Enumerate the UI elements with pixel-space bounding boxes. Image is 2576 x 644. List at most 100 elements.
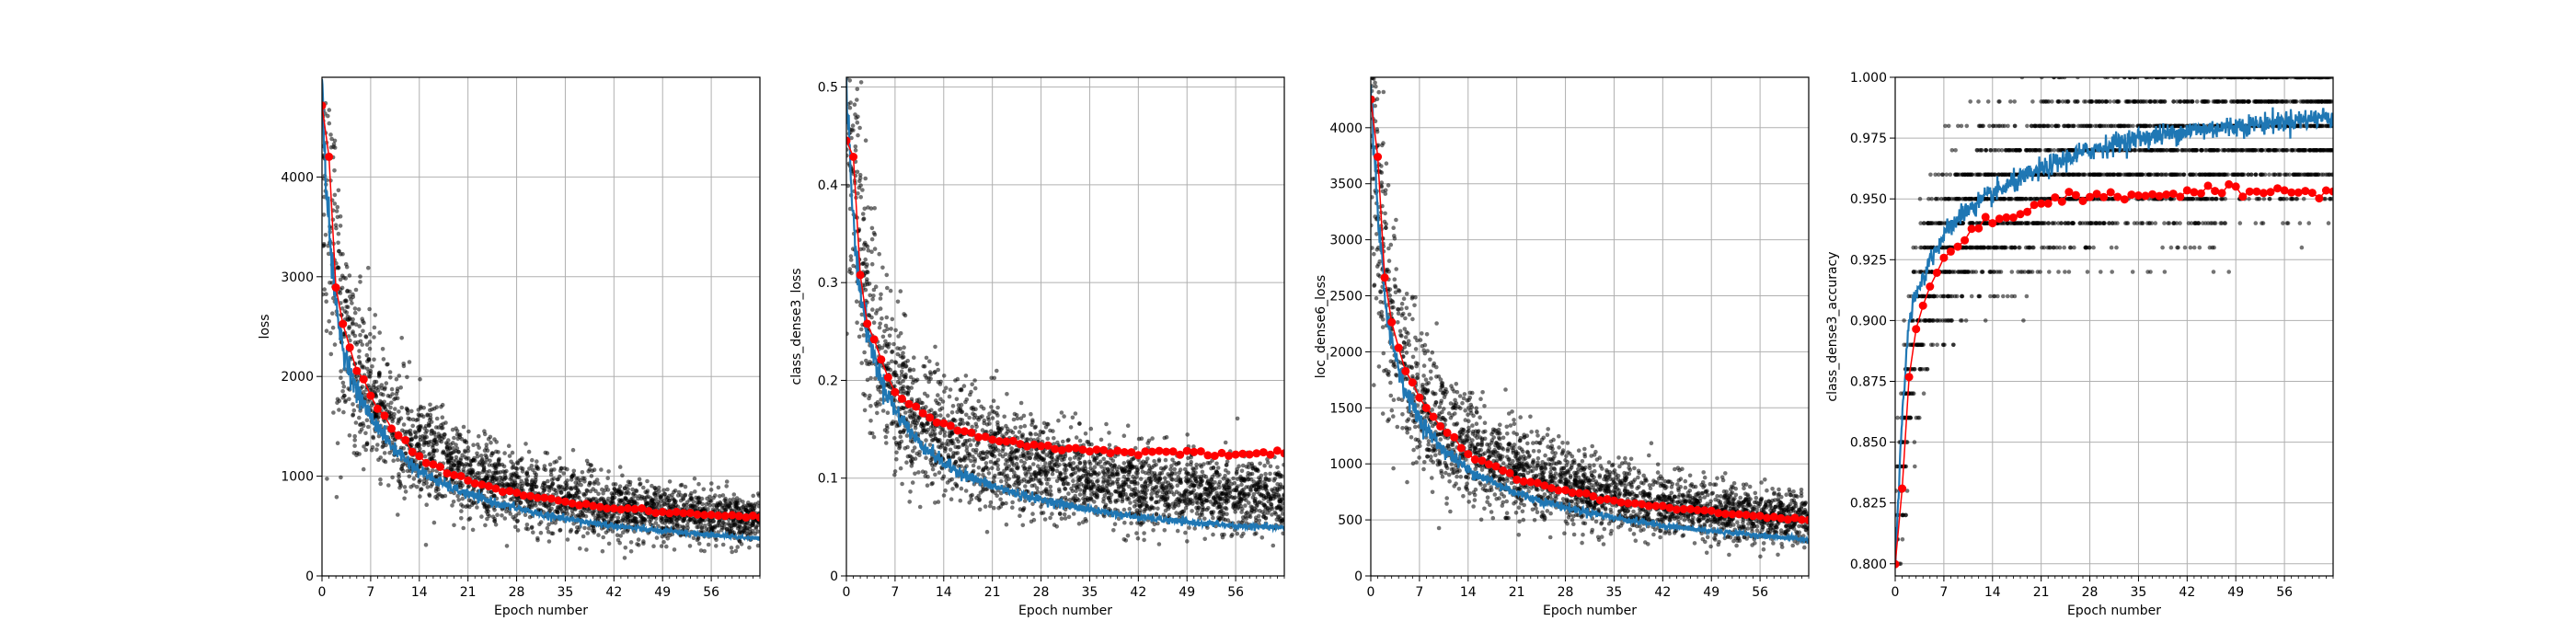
validation-point [331,283,340,292]
batch-point [547,501,553,507]
batch-point [1106,489,1110,494]
batch-point [421,481,427,487]
batch-point [1224,463,1229,467]
batch-point [347,273,352,278]
batch-point [601,499,606,503]
batch-point [950,404,956,408]
x-tick-label: 42 [605,585,622,600]
batch-point [660,534,665,539]
batch-point [601,535,605,540]
batch-point [702,518,707,523]
batch-point [503,476,508,480]
batch-point [603,488,608,493]
batch-point [1041,465,1046,469]
batch-point [324,299,329,305]
batch-point [535,465,540,470]
y-tick-label: 0 [305,569,314,584]
batch-point [1004,522,1009,527]
batch-point [1023,484,1028,489]
batch-point [1016,476,1020,480]
batch-point [895,351,901,357]
batch-point [459,516,464,521]
batch-point [382,399,387,405]
validation-point [616,505,626,514]
batch-point [977,498,982,502]
batch-point [927,443,933,447]
batch-point [465,472,469,477]
batch-point [431,444,435,450]
batch-point [1221,477,1226,481]
batch-point [468,459,474,464]
batch-point [1142,531,1146,535]
validation-point [560,497,569,506]
batch-point [910,380,915,385]
batch-point [1187,525,1191,530]
batch-point [593,489,598,493]
batch-point [322,213,327,217]
batch-point [343,262,349,267]
batch-point [696,496,701,501]
batch-point [417,479,422,485]
batch-point [546,522,551,527]
batch-point [1083,516,1087,522]
batch-point [330,311,335,316]
batch-point [364,352,370,358]
y-tick-label: 2000 [281,370,314,385]
batch-point [1058,472,1064,477]
batch-point [696,500,702,505]
batch-point [419,424,423,429]
batch-point [352,333,358,339]
batch-point [1217,516,1223,521]
batch-point [1014,448,1019,454]
batch-point [387,370,393,374]
batch-point [366,357,372,362]
validation-point [728,511,737,520]
batch-point [898,289,903,293]
batch-point [1268,464,1273,469]
batch-point [631,491,637,496]
batch-point [1194,462,1199,467]
batch-point [1127,506,1133,512]
batch-point [924,438,928,443]
batch-point [418,376,422,382]
batch-point [870,297,875,302]
batch-point [1225,491,1231,496]
batch-point [1082,500,1087,505]
batch-point [397,374,402,378]
batch-point [954,397,960,402]
validation-point [540,493,549,502]
batch-point [352,438,358,443]
batch-point [354,453,359,458]
batch-point [1108,500,1113,504]
validation-point [387,424,397,433]
batch-point [887,341,891,347]
batch-point [434,442,440,447]
batch-point [942,389,947,394]
batch-point [862,206,868,212]
batch-point [1071,461,1076,466]
batch-point [380,347,385,351]
batch-point [1183,530,1188,535]
batch-point [1077,438,1083,443]
batch-point [855,121,860,125]
batch-point [346,334,351,339]
batch-point [1247,500,1251,505]
batch-point [356,307,362,312]
batch-point [461,525,466,531]
batch-point [1155,479,1160,484]
batch-point [452,523,456,528]
batch-point [409,443,414,448]
validation-point [352,366,362,375]
batch-point [685,525,690,531]
batch-point [464,456,469,461]
batch-point [893,360,898,364]
validation-point [568,499,577,508]
validation-point [672,507,681,516]
batch-point [1217,479,1223,485]
batch-point [530,457,535,463]
batch-point [898,389,903,394]
batch-point [365,366,370,372]
batch-point [1132,504,1137,509]
batch-point [403,489,408,494]
batch-point [441,449,446,454]
